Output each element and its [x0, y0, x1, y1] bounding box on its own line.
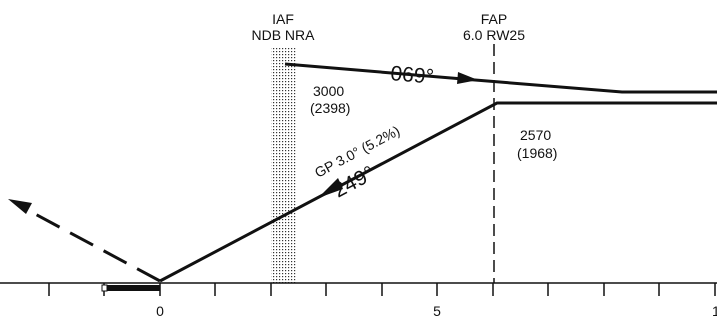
- arrowhead: [318, 178, 343, 198]
- runway: [107, 285, 160, 291]
- height: (1968): [517, 145, 557, 161]
- scale-label: 1: [712, 303, 717, 319]
- arrowhead: [8, 199, 32, 214]
- runway-end: [101, 284, 108, 292]
- ndb-zone: [271, 48, 297, 283]
- scale-label: 5: [433, 303, 441, 319]
- arrowhead: [457, 72, 478, 84]
- distance-scale: [0, 282, 717, 296]
- missed-approach: [21, 205, 161, 283]
- altitude: 3000: [313, 83, 344, 99]
- fix-name: IAF: [272, 11, 294, 27]
- fix-sub: 6.0 RW25: [463, 27, 525, 43]
- height: (2398): [310, 100, 350, 116]
- course-label: 069°: [390, 62, 435, 89]
- inbound-track: [284, 62, 717, 94]
- fix-name: FAP: [481, 11, 507, 27]
- glide-path: [159, 101, 717, 283]
- altitude: 2570: [520, 127, 551, 143]
- scale-label: 0: [156, 303, 164, 319]
- fix-sub: NDB NRA: [251, 27, 315, 43]
